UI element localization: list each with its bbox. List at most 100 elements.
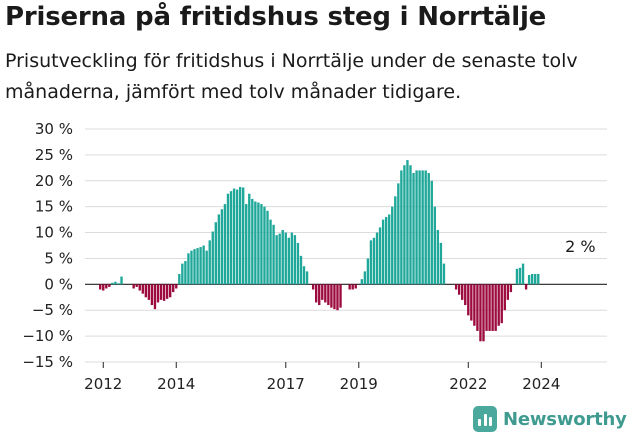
bar: [418, 170, 421, 285]
bar: [284, 232, 287, 285]
bar: [172, 284, 175, 293]
y-tick-label: 30 %: [35, 120, 73, 138]
bar: [534, 273, 537, 285]
bar: [147, 284, 151, 300]
bar: [384, 217, 388, 285]
bar: [302, 266, 306, 285]
bar: [168, 284, 172, 298]
bar: [299, 255, 303, 285]
bar: [178, 273, 181, 285]
bar: [524, 284, 528, 290]
y-tick-label: −15 %: [22, 353, 73, 371]
bar: [311, 284, 315, 290]
bar: [205, 250, 208, 285]
bar: [488, 284, 491, 331]
bar: [153, 284, 157, 310]
bar: [208, 240, 211, 285]
y-tick-label: 15 %: [35, 198, 73, 216]
bar: [461, 284, 464, 300]
y-tick-label: −10 %: [22, 327, 73, 345]
newsworthy-logo-icon: [473, 406, 497, 432]
bar: [454, 284, 458, 290]
bar: [457, 284, 461, 295]
bar: [114, 281, 117, 285]
bar: [293, 235, 297, 285]
bar: [388, 214, 391, 285]
bar: [378, 227, 382, 285]
bar: [287, 237, 290, 285]
bar: [241, 187, 245, 285]
x-tick-label: 2022: [449, 375, 487, 393]
x-tick-label: 2014: [157, 375, 195, 393]
bar: [479, 284, 482, 342]
bar: [436, 229, 440, 285]
bar: [117, 283, 120, 285]
bar: [333, 284, 336, 310]
annotation-label: 2 %: [565, 237, 595, 256]
bar: [406, 160, 409, 285]
bar: [521, 263, 525, 285]
bar: [175, 284, 178, 289]
bar: [150, 284, 154, 306]
bar: [467, 284, 470, 316]
chart-title: Priserna på fritidshus steg i Norrtälje: [5, 2, 547, 32]
x-tick-label: 2019: [340, 375, 378, 393]
bar: [263, 206, 266, 285]
bar: [199, 247, 202, 285]
bar: [260, 204, 263, 285]
bar: [500, 284, 503, 324]
annotation: 2 %: [565, 237, 595, 256]
bar: [193, 249, 196, 285]
bar: [141, 284, 144, 294]
bar: [442, 263, 446, 285]
bar: [181, 263, 184, 285]
y-axis-labels: 30 % 25 % 20 % 15 % 10 % 5 % 0 % −5 % −10 % −15 %: [22, 120, 73, 371]
bar: [485, 284, 488, 331]
bar: [339, 284, 342, 308]
bar: [363, 271, 367, 285]
bar: [430, 180, 433, 285]
bar: [156, 284, 160, 303]
bar: [190, 250, 193, 285]
bar: [427, 173, 430, 285]
bar: [394, 196, 397, 285]
bar: [391, 206, 394, 285]
brand-name: Newsworthy: [503, 408, 627, 430]
bar: [515, 268, 519, 285]
bar: [296, 242, 300, 285]
bar: [369, 240, 373, 285]
bar: [232, 188, 236, 285]
bar: [144, 284, 148, 298]
bar: [354, 284, 357, 289]
bar: [99, 284, 102, 290]
bar: [327, 284, 330, 306]
bar: [348, 284, 351, 290]
bar: [336, 284, 339, 311]
bar: [494, 284, 497, 331]
bar: [162, 284, 166, 301]
x-tick-label: 2024: [522, 375, 560, 393]
bar: [421, 170, 424, 285]
y-tick-label: −5 %: [32, 301, 73, 319]
bar: [217, 214, 221, 285]
bar: [235, 189, 239, 285]
bar: [400, 170, 403, 285]
bar: [491, 284, 494, 331]
chart-subtitle: Prisutveckling för fritidshus i Norrtälj…: [5, 50, 578, 103]
bar: [196, 248, 199, 285]
bars: [99, 160, 540, 342]
bar: [111, 282, 114, 285]
bar: [278, 233, 281, 285]
bar: [281, 229, 284, 285]
bar: [530, 273, 534, 285]
x-tick-label: 2012: [84, 375, 122, 393]
bar: [381, 219, 385, 285]
bar: [275, 235, 278, 285]
bar: [305, 271, 309, 285]
bar: [397, 183, 400, 285]
bar: [424, 170, 427, 285]
bar: [272, 224, 275, 285]
bar: [518, 267, 522, 285]
bar: [159, 284, 163, 300]
bar: [220, 209, 224, 285]
